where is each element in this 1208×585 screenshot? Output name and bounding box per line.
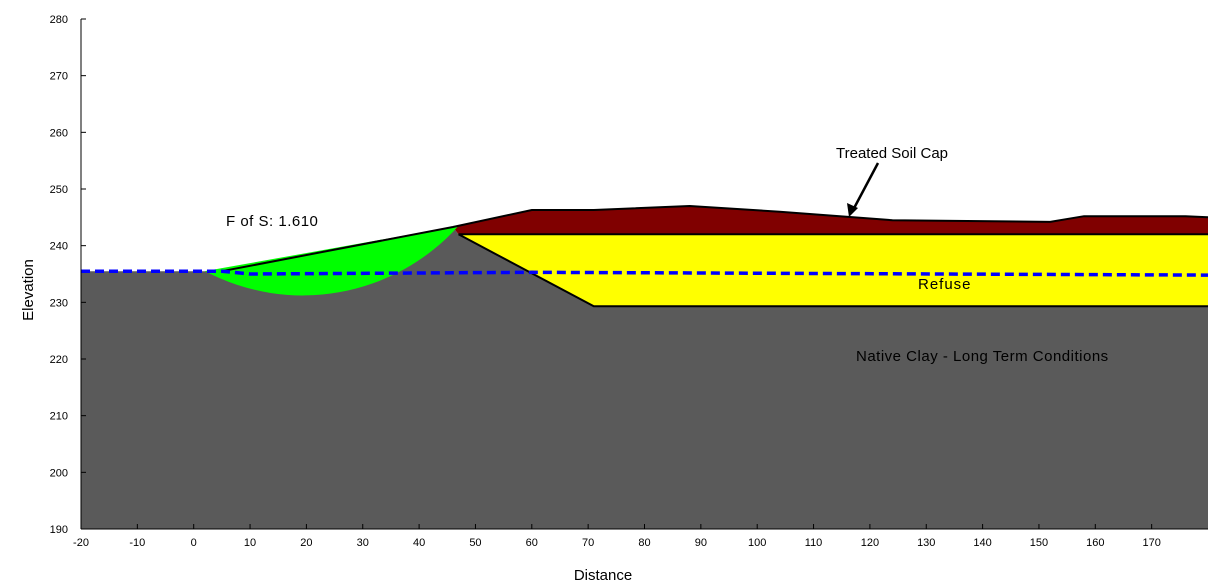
- x-tick-label: 150: [1030, 537, 1048, 549]
- y-tick-label: 280: [50, 14, 68, 26]
- x-tick-label: 70: [582, 537, 594, 549]
- x-tick-label: 140: [973, 537, 991, 549]
- plot-area: [81, 204, 1208, 529]
- clay-refuse-boundary-line: [458, 233, 1208, 308]
- x-tick-label: 130: [917, 537, 935, 549]
- x-tick-label: 40: [413, 537, 425, 549]
- x-axis-title: Distance: [574, 567, 632, 584]
- water-table-line: [81, 269, 1208, 277]
- annotations: F of S: 1.610 Treated Soil Cap Refuse Na…: [226, 145, 1109, 365]
- y-axis-title: Elevation: [20, 259, 37, 321]
- y-tick-label: 270: [50, 71, 68, 83]
- y-tick-label: 260: [50, 127, 68, 139]
- layer-treated-soil-cap: [452, 206, 1208, 235]
- x-tick-label: 120: [861, 537, 879, 549]
- native-clay-label: Native Clay - Long Term Conditions: [856, 348, 1109, 365]
- axes: -20 -10 0 10 20 30 40 50 60 70 80 90 100 110 120 130 140…: [50, 14, 1208, 549]
- x-axis-ticks: -20 -10 0 10 20 30 40 50 60 70 80 90 100 110 120 130 140…: [73, 524, 1161, 549]
- x-tick-label: 50: [469, 537, 481, 549]
- x-tick-label: 160: [1086, 537, 1104, 549]
- factor-of-safety-label: F of S: 1.610: [226, 213, 318, 230]
- ground-surface-line: [221, 204, 1208, 273]
- x-tick-label: 80: [638, 537, 650, 549]
- y-tick-label: 200: [50, 467, 68, 479]
- y-tick-label: 230: [50, 297, 68, 309]
- y-tick-label: 210: [50, 411, 68, 423]
- x-tick-label: 110: [805, 537, 823, 549]
- x-tick-label: -20: [73, 537, 89, 549]
- x-tick-label: 60: [526, 537, 538, 549]
- x-tick-label: 20: [300, 537, 312, 549]
- x-tick-label: 30: [357, 537, 369, 549]
- layer-native-clay-long-term-conditions: [81, 227, 1208, 529]
- y-tick-label: 220: [50, 354, 68, 366]
- soil-layers: [81, 206, 1208, 529]
- layer-refuse: [458, 234, 1208, 307]
- slip-surface: [204, 225, 459, 296]
- x-tick-label: 90: [695, 537, 707, 549]
- x-tick-label: 170: [1142, 537, 1160, 549]
- y-tick-label: 250: [50, 184, 68, 196]
- x-tick-label: -10: [129, 537, 145, 549]
- x-tick-label: 0: [191, 537, 197, 549]
- cap-label-arrow: [847, 162, 880, 217]
- y-tick-label: 240: [50, 241, 68, 253]
- x-tick-label: 100: [748, 537, 766, 549]
- y-tick-label: 190: [50, 524, 68, 536]
- x-tick-label: 10: [244, 537, 256, 549]
- refuse-label: Refuse: [918, 276, 972, 293]
- y-axis-ticks: 190 200 210 220 230 240 250 260 270 280: [50, 14, 86, 536]
- treated-soil-cap-label: Treated Soil Cap: [836, 145, 948, 162]
